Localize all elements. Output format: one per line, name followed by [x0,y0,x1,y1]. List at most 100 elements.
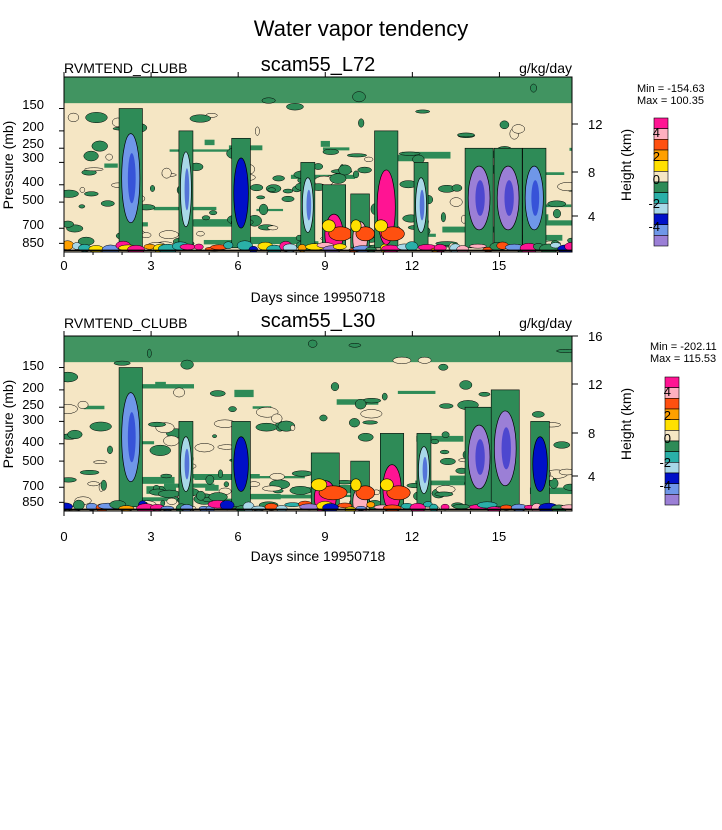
top-height-tick: 12 [588,117,602,132]
contour-patch [255,126,260,136]
convective-core [475,180,485,216]
contour-patch [438,363,449,371]
contour-patch [364,156,374,162]
contour-patch [228,406,237,412]
contour-patch [441,431,450,438]
top-pressure-tick: 150 [22,97,44,112]
contour-patch [417,356,432,364]
bottom-ylabel-right: Height (km) [618,388,634,460]
top-pressure-tick: 250 [22,136,44,151]
contour-patch [415,480,487,486]
bottom-colorbar-labels: 4 2 0 -2 -4 [659,384,671,493]
contour-patch [83,150,99,162]
boundary-layer-patch [564,242,572,252]
contour-patch [91,140,108,152]
contour-patch [180,359,194,370]
contour-patch [558,468,572,476]
contour-patch [83,405,105,410]
top-units-label: g/kg/day [519,60,572,76]
boundary-layer-patch [64,502,73,511]
contour-patch [79,470,100,475]
top-colorbar-label: 2 [653,149,660,164]
contour-patch [205,484,219,491]
upper-layer-band [64,77,572,104]
boundary-layer-patch [550,242,562,249]
contour-patch [149,444,171,456]
boundary-layer-patch [332,243,347,250]
contour-patch [256,195,266,200]
contour-patch [398,151,421,156]
contour-patch [362,420,378,425]
contour-patch [329,173,347,184]
convective-core [386,485,411,501]
contour-patch [89,421,112,432]
contour-patch [193,219,251,227]
contour-patch [478,391,491,397]
bottom-plot-frame [63,335,573,512]
contour-patch [158,230,179,239]
contour-patch [265,241,319,244]
contour-patch [67,112,80,123]
bottom-pressure-tick: 250 [22,397,44,412]
top-y-tickmarks [59,108,578,244]
contour-patch [262,485,282,492]
contour-patch [250,184,264,192]
contour-patch [272,175,285,182]
convective-core [238,448,246,480]
top-contour-field [64,77,572,252]
contour-patch [64,189,79,198]
panel-bottom: RVMTEND_CLUBB scam55_L30 g/kg/day 150 20… [0,310,717,564]
top-colorbar-label: -4 [648,219,660,234]
boundary-layer-patch [219,500,235,511]
bottom-day-tick: 0 [60,529,67,544]
contour-patch [79,186,86,193]
boundary-layer-patch [469,243,487,249]
contour-patch [234,389,254,398]
top-ylabel: Pressure (mb) [0,121,16,210]
convective-core [419,189,425,221]
contour-patch [205,474,215,485]
boundary-layer-patch [572,506,586,512]
contour-patch [189,114,211,123]
top-pressure-tick: 500 [22,192,44,207]
contour-patch [439,403,454,409]
contour-patch [166,497,178,505]
contour-patch [77,400,89,409]
boundary-layer-patch [366,501,375,508]
bottom-day-tick: 15 [492,529,506,544]
bottom-height-tick: 12 [588,377,602,392]
bottom-contour-field [64,336,586,512]
contour-patch [449,197,463,207]
contour-patch [430,439,440,445]
contour-patch [556,349,572,353]
top-xlabel: Days since 19950718 [251,289,386,305]
colorbar-swatch [664,494,680,506]
bottom-colorbar-label: 0 [664,431,671,446]
bottom-day-tick: 12 [405,529,419,544]
contour-patch [136,497,185,502]
contour-patch [360,409,383,419]
contour-patch [155,381,166,386]
contour-patch [204,139,215,146]
bottom-pressure-tick: 400 [22,434,44,449]
contour-patch [346,153,367,158]
bottom-colorbar-label: 4 [664,384,671,399]
contour-patch [569,147,572,151]
bottom-min-text: Min = -202.11 [650,341,717,353]
contour-patch [530,83,537,93]
top-panel-title: scam55_L72 [261,54,376,76]
upper-layer-band [64,336,572,363]
top-pressure-axis: 150 200 250 300 400 500 700 850 [22,97,44,250]
boundary-layer-patch [88,245,104,252]
contour-patch [320,140,330,147]
contour-patch [348,343,362,348]
bottom-day-tick: 6 [234,529,241,544]
top-day-tick: 12 [405,258,419,273]
contour-patch [84,167,104,172]
boundary-layer-patch [64,240,74,251]
bottom-height-tick: 4 [588,469,595,484]
contour-patch [383,154,419,162]
top-colorbar-label: 4 [653,125,660,140]
contour-patch [105,153,113,161]
top-colorbar-label: 0 [653,172,660,187]
